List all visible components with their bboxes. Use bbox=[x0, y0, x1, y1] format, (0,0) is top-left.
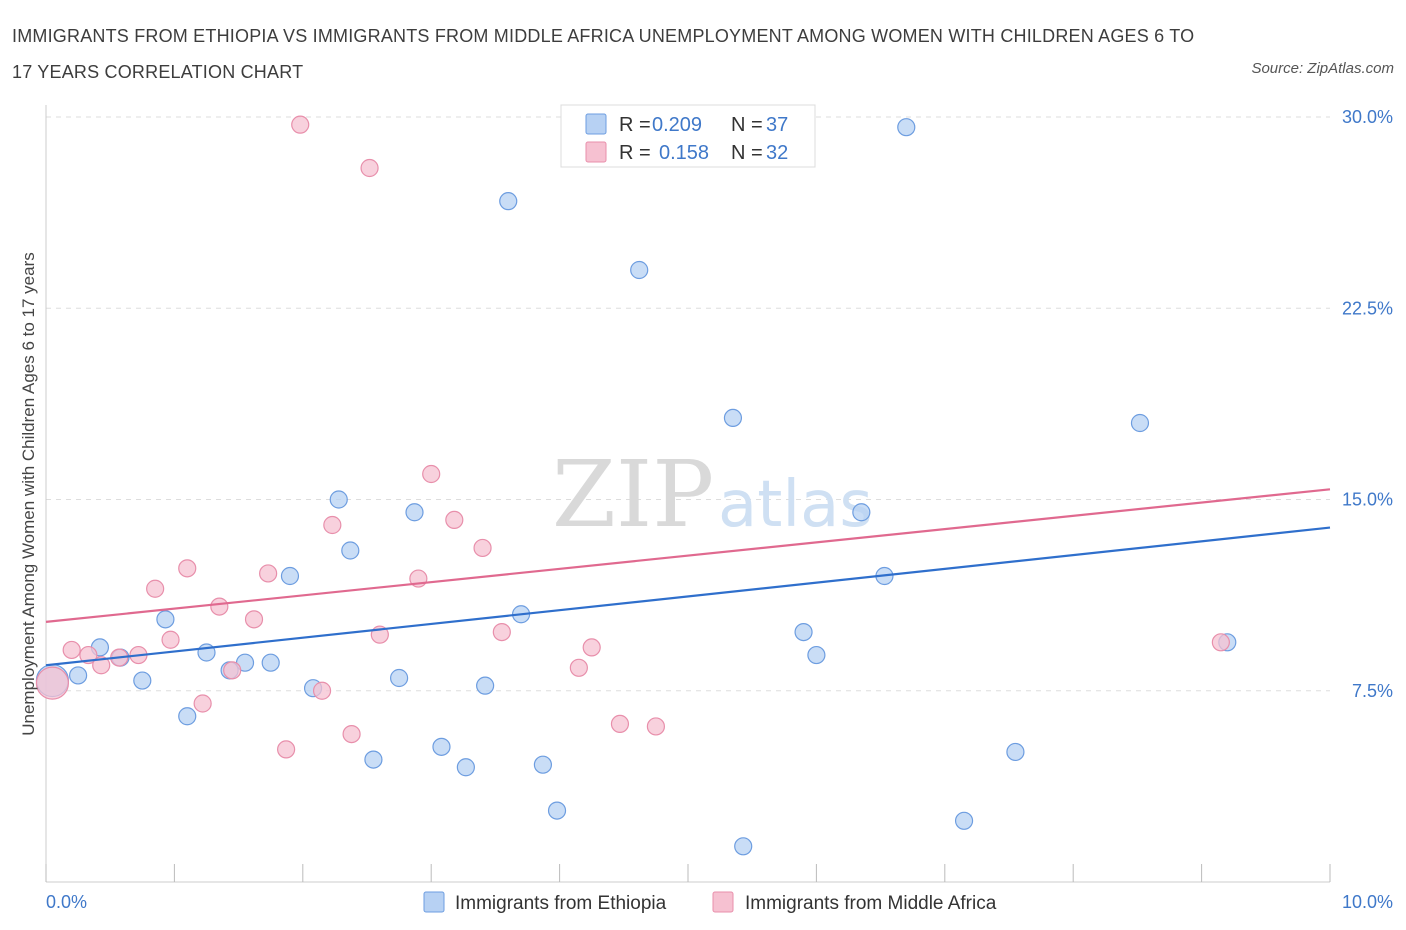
point-ethiopia bbox=[499, 192, 518, 211]
point-ethiopia bbox=[364, 750, 383, 769]
point-middle-africa bbox=[161, 630, 180, 649]
watermark: ZIP atlas bbox=[552, 441, 873, 548]
point-middle-africa bbox=[92, 656, 111, 675]
trend-line-middle-africa bbox=[45, 488, 1331, 623]
point-middle-africa bbox=[146, 579, 165, 598]
point-middle-africa bbox=[445, 510, 464, 530]
point-middle-africa bbox=[312, 681, 332, 700]
point-ethiopia bbox=[329, 490, 348, 509]
point-middle-africa bbox=[210, 597, 229, 616]
point-ethiopia bbox=[723, 408, 743, 427]
point-ethiopia bbox=[630, 260, 649, 280]
point-ethiopia bbox=[807, 645, 826, 665]
point-middle-africa bbox=[582, 638, 601, 657]
series-name-middle-africa: Immigrants from Middle Africa bbox=[745, 893, 997, 914]
point-ethiopia bbox=[954, 811, 974, 830]
legend-n-label-middle-africa: N = bbox=[731, 142, 763, 164]
point-middle-africa bbox=[193, 694, 212, 713]
trend-lines bbox=[45, 488, 1331, 667]
point-middle-africa bbox=[244, 610, 264, 629]
point-middle-africa bbox=[422, 464, 441, 484]
y-tick-label: 7.5% bbox=[1352, 681, 1393, 701]
point-middle-africa bbox=[323, 515, 342, 535]
series-name-ethiopia: Immigrants from Ethiopia bbox=[455, 893, 667, 914]
point-middle-africa bbox=[35, 666, 70, 700]
point-ethiopia bbox=[405, 503, 424, 522]
x-tick-label-min: 0.0% bbox=[46, 892, 87, 912]
point-ethiopia bbox=[897, 118, 916, 137]
point-middle-africa bbox=[646, 717, 666, 736]
point-ethiopia bbox=[178, 707, 197, 726]
y-tick-label: 22.5% bbox=[1342, 298, 1393, 318]
point-ethiopia bbox=[390, 668, 409, 688]
point-ethiopia bbox=[852, 503, 871, 522]
series-swatch-ethiopia bbox=[423, 891, 445, 913]
data-points bbox=[35, 115, 1237, 856]
point-ethiopia bbox=[133, 671, 152, 690]
point-ethiopia bbox=[341, 541, 360, 560]
stats-legend: R = 0.209 N = 37 R = 0.158 N = 32 bbox=[560, 104, 816, 168]
source-label: Source: ZipAtlas.com bbox=[1251, 60, 1394, 77]
legend-n-value-middle-africa: 32 bbox=[766, 142, 788, 164]
trend-line-ethiopia bbox=[45, 526, 1331, 667]
point-ethiopia bbox=[533, 755, 553, 774]
watermark-atlas: atlas bbox=[718, 468, 873, 542]
point-middle-africa bbox=[342, 724, 361, 744]
point-ethiopia bbox=[1130, 413, 1150, 433]
point-middle-africa bbox=[259, 564, 278, 583]
point-middle-africa bbox=[223, 661, 242, 680]
point-middle-africa bbox=[62, 640, 81, 660]
watermark-zip: ZIP bbox=[552, 441, 714, 548]
grid-lines bbox=[46, 116, 1330, 692]
point-ethiopia bbox=[261, 653, 280, 672]
legend-r-value-middle-africa: 0.158 bbox=[659, 142, 709, 164]
series-swatch-middle-africa bbox=[712, 891, 734, 913]
point-middle-africa bbox=[178, 559, 197, 578]
point-ethiopia bbox=[547, 801, 567, 820]
y-axis-label: Unemployment Among Women with Children A… bbox=[19, 252, 38, 736]
legend-r-label-middle-africa: R = bbox=[619, 142, 651, 164]
y-tick-label: 30.0% bbox=[1342, 107, 1393, 127]
point-ethiopia bbox=[734, 837, 753, 856]
legend-r-label-ethiopia: R = bbox=[619, 114, 651, 136]
point-ethiopia bbox=[476, 676, 495, 695]
point-ethiopia bbox=[156, 610, 175, 629]
x-tick-label-max: 10.0% bbox=[1342, 892, 1393, 912]
series-legend: Immigrants from Ethiopia Immigrants from… bbox=[423, 891, 997, 914]
point-middle-africa bbox=[610, 714, 630, 734]
point-ethiopia bbox=[432, 737, 451, 756]
point-middle-africa bbox=[291, 115, 310, 134]
point-middle-africa bbox=[569, 658, 588, 677]
legend-r-value-ethiopia: 0.209 bbox=[652, 114, 702, 136]
axes bbox=[45, 105, 1331, 883]
tick-labels: 7.5% 15.0% 22.5% 30.0% 0.0% 10.0% bbox=[46, 107, 1393, 912]
point-middle-africa bbox=[492, 622, 511, 642]
y-tick-label: 15.0% bbox=[1342, 490, 1393, 510]
point-ethiopia bbox=[794, 622, 813, 642]
chart-title: IMMIGRANTS FROM ETHIOPIA VS IMMIGRANTS F… bbox=[12, 26, 1195, 82]
legend-n-value-ethiopia: 37 bbox=[766, 114, 788, 136]
point-middle-africa bbox=[473, 538, 492, 558]
point-middle-africa bbox=[1211, 633, 1230, 652]
legend-swatch-middle-africa bbox=[585, 141, 607, 163]
legend-swatch-ethiopia bbox=[585, 113, 607, 135]
point-middle-africa bbox=[277, 740, 296, 759]
point-ethiopia bbox=[280, 566, 300, 586]
legend-n-label-ethiopia: N = bbox=[731, 114, 763, 136]
point-ethiopia bbox=[68, 666, 88, 685]
point-middle-africa bbox=[360, 158, 379, 178]
point-ethiopia bbox=[1006, 742, 1025, 762]
point-ethiopia bbox=[456, 758, 475, 777]
